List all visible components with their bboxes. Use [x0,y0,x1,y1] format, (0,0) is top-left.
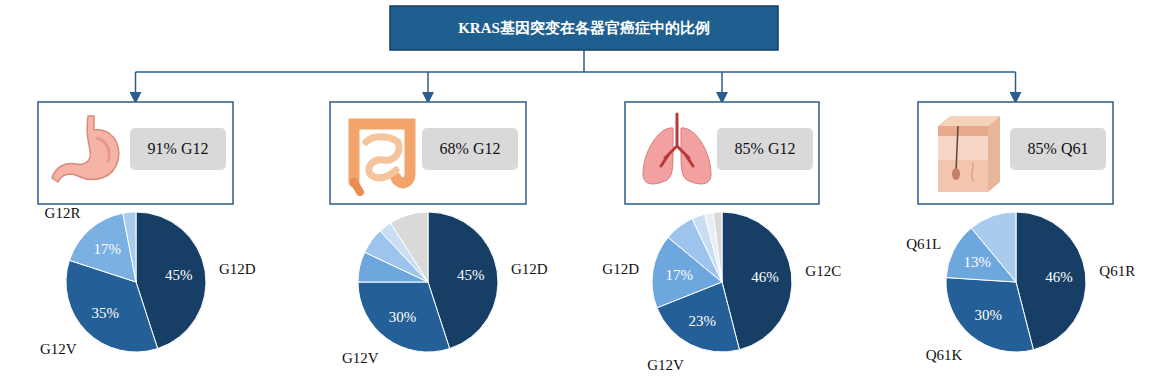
svg-text:13%: 13% [963,254,991,270]
svg-text:17%: 17% [665,267,693,283]
svg-text:30%: 30% [974,307,1002,323]
svg-text:G12V: G12V [39,341,76,357]
svg-text:G12D: G12D [218,261,255,277]
svg-text:17%: 17% [93,241,121,257]
svg-text:G12D: G12D [511,261,548,277]
svg-text:Q61R: Q61R [1099,263,1135,279]
svg-text:45%: 45% [165,267,193,283]
svg-text:Q61K: Q61K [925,347,962,363]
html-text:85% Q61: 85% Q61 [1027,140,1089,157]
svg-text:G12D: G12D [602,261,639,277]
svg-text:G12C: G12C [805,263,841,279]
svg-text:46%: 46% [1045,269,1073,285]
html-text:85% G12: 85% G12 [734,140,796,157]
svg-text:23%: 23% [689,313,717,329]
svg-text:45%: 45% [457,267,485,283]
svg-text:G12R: G12R [44,205,80,221]
svg-text:Q61L: Q61L [906,236,941,252]
svg-text:G12V: G12V [342,350,379,366]
svg-text:35%: 35% [91,305,119,321]
svg-text:G12V: G12V [647,357,684,373]
html-text:KRAS基因突变在各器官癌症中的比例: KRAS基因突变在各器官癌症中的比例 [458,19,710,36]
html-text:68% G12: 68% G12 [439,140,501,157]
svg-text:46%: 46% [751,269,779,285]
svg-text:30%: 30% [389,309,417,325]
html-text:91% G12: 91% G12 [147,140,209,157]
